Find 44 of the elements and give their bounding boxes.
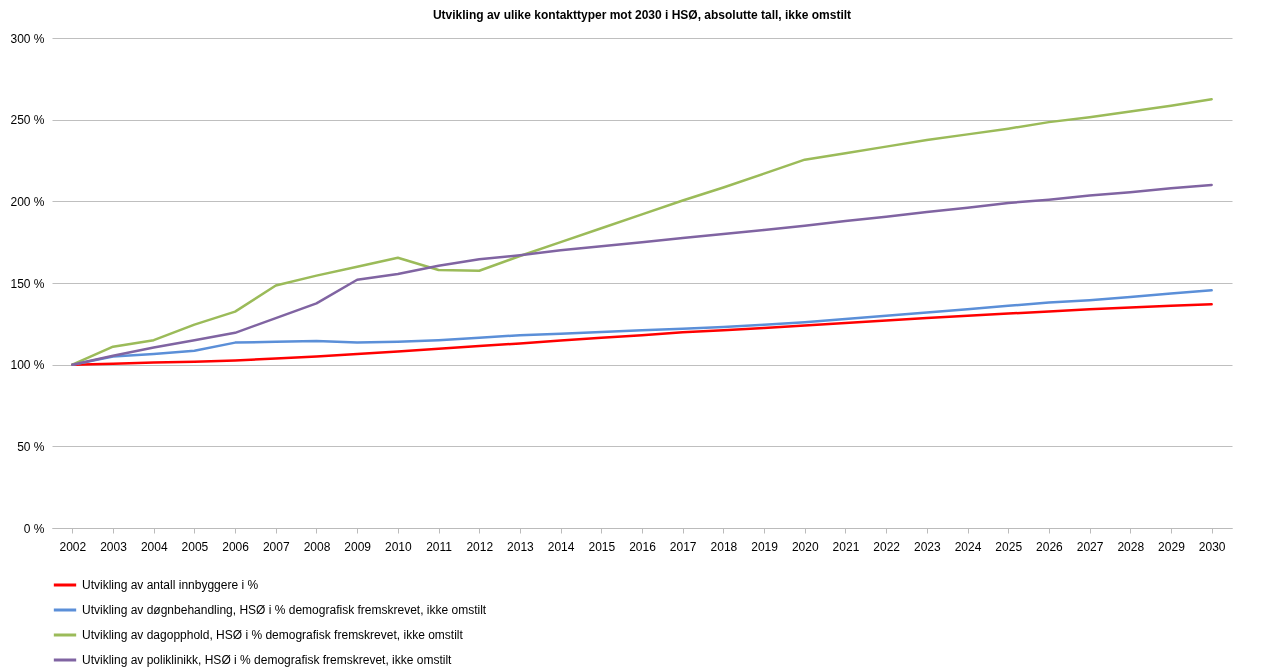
x-tick-label: 2014: [547, 539, 575, 554]
x-tick-label: 2007: [262, 539, 290, 554]
x-tick-label: 2012: [466, 539, 494, 554]
x-tick-label: 2011: [426, 539, 453, 554]
y-tick-label: 250 %: [10, 113, 45, 128]
chart-title: Utvikling av ulike kontakttyper mot 2030 i HSØ, absolutte tall, ikke omstilt: [432, 8, 852, 22]
x-tick-label: 2018: [710, 539, 738, 554]
x-tick-label: 2023: [913, 539, 941, 554]
x-tick-label: 2022: [873, 539, 901, 554]
legend-label: Utvikling av dagopphold, HSØ i % demografisk fremskrevet, ikke omstilt: [82, 628, 464, 642]
x-tick-label: 2024: [954, 539, 982, 554]
legend-label: Utvikling av døgnbehandling, HSØ i % demografisk fremskrevet, ikke omstilt: [82, 603, 487, 617]
x-tick-label: 2009: [344, 539, 372, 554]
x-tick-label: 2029: [1158, 539, 1186, 554]
x-tick-label: 2030: [1198, 539, 1226, 554]
line-series: [71, 183, 1213, 366]
x-tick-label: 2016: [629, 539, 657, 554]
line-series: [71, 289, 1213, 366]
x-tick-label: 2019: [751, 539, 779, 554]
y-tick-label: 200 %: [10, 194, 45, 209]
y-tick-label: 0 %: [23, 521, 45, 536]
y-tick-label: 150 %: [10, 276, 45, 291]
x-tick-label: 2013: [507, 539, 535, 554]
x-tick-label: 2028: [1117, 539, 1145, 554]
x-tick-label: 2005: [181, 539, 209, 554]
legend-label: Utvikling av antall innbyggere i %: [82, 578, 259, 592]
x-tick-label: 2027: [1076, 539, 1104, 554]
x-tick-label: 2008: [303, 539, 331, 554]
x-tick-label: 2025: [995, 539, 1023, 554]
y-tick-label: 50 %: [17, 439, 45, 454]
y-tick-label: 300 %: [10, 31, 45, 46]
x-tick-label: 2020: [791, 539, 819, 554]
line-series: [71, 98, 1213, 366]
x-tick-label: 2010: [385, 539, 413, 554]
x-tick-label: 2017: [669, 539, 697, 554]
x-tick-label: 2006: [222, 539, 250, 554]
x-tick-label: 2021: [832, 539, 860, 554]
x-tick-label: 2002: [59, 539, 87, 554]
y-tick-label: 100 %: [10, 358, 45, 373]
x-tick-label: 2015: [588, 539, 616, 554]
x-tick-label: 2004: [140, 539, 168, 554]
x-tick-label: 2026: [1036, 539, 1064, 554]
x-tick-label: 2003: [100, 539, 128, 554]
legend-label: Utvikling av poliklinikk, HSØ i % demografisk fremskrevet, ikke omstilt: [82, 653, 453, 667]
